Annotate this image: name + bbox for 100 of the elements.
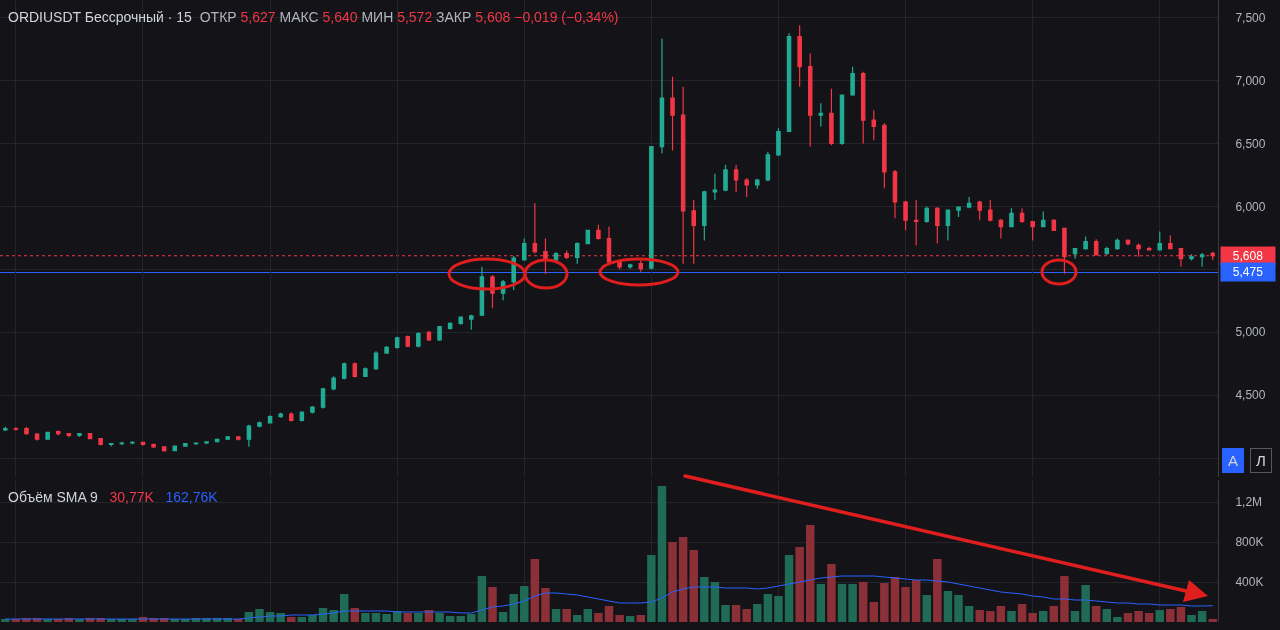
bar [806, 525, 815, 622]
bar [795, 547, 804, 622]
annotation: 162,76K [165, 488, 219, 505]
candlestick [574, 241, 580, 265]
bar [1017, 604, 1027, 622]
candlestick [1083, 236, 1088, 251]
candlestick [659, 37, 665, 155]
y-tick-label: 5,000 [1235, 325, 1266, 340]
candlestick [723, 164, 728, 192]
bar [382, 614, 391, 622]
candlestick [373, 350, 379, 371]
y-tick-label: 7,500 [1235, 10, 1266, 25]
candlestick [1189, 253, 1194, 262]
bar [943, 591, 953, 622]
candlestick [246, 424, 252, 448]
candlestick [267, 414, 273, 425]
bar [753, 604, 762, 622]
candlestick [1157, 230, 1163, 252]
annotation: 30,77K [109, 488, 155, 505]
bar [1155, 610, 1164, 622]
candlestick [829, 88, 834, 146]
bar [911, 580, 921, 622]
bar [308, 615, 317, 622]
candlestick [755, 178, 760, 190]
bar [890, 577, 900, 622]
bar [572, 615, 582, 622]
candlestick [596, 224, 601, 241]
bar [1197, 611, 1207, 622]
candlestick [638, 259, 644, 273]
candlestick [924, 205, 930, 224]
bar [816, 584, 826, 622]
bar [1176, 607, 1186, 622]
candlestick [776, 127, 781, 157]
line-series [4, 575, 1214, 620]
bar [1081, 585, 1090, 622]
candlestick [204, 440, 209, 445]
ref-line-label: 5,608 [1232, 249, 1264, 263]
candlestick [744, 177, 749, 198]
candlestick [1104, 246, 1110, 256]
candlestick [108, 442, 114, 447]
candlestick [225, 435, 230, 441]
y-tick-label: 6,500 [1235, 136, 1266, 151]
candlestick [998, 218, 1004, 240]
text: ОТКР 5,627 МАКС 5,640 МИН 5,572 ЗАКР 5,608 −0,019 (−0,34%) [199, 8, 619, 25]
bar [562, 609, 571, 622]
candlestick [797, 24, 802, 88]
candlestick [860, 71, 866, 145]
bar [403, 613, 412, 622]
bar [594, 613, 603, 622]
bar [1187, 615, 1196, 622]
candlestick [882, 122, 887, 189]
bar [520, 586, 529, 622]
bar [1091, 606, 1101, 622]
bar [901, 587, 910, 622]
bar [509, 594, 518, 622]
candlestick [807, 52, 813, 148]
candlestick [77, 432, 82, 438]
candlestick [394, 336, 400, 350]
candlestick [1199, 252, 1205, 268]
candlestick [712, 173, 718, 201]
bar [445, 616, 455, 622]
candlestick [172, 444, 178, 452]
candlestick [945, 208, 951, 241]
candlestick [892, 169, 898, 219]
candlestick [331, 375, 336, 391]
candlestick [288, 411, 294, 423]
candlestick [1125, 238, 1131, 247]
candlestick [416, 331, 421, 348]
candlestick [34, 432, 40, 442]
bar [604, 606, 614, 622]
candlestick [384, 345, 389, 355]
bar [1039, 611, 1048, 622]
candlestick [1072, 247, 1078, 260]
candlestick [24, 426, 29, 436]
bar [636, 615, 646, 622]
bar [297, 617, 307, 622]
candlestick [1040, 210, 1046, 228]
candlestick [437, 325, 442, 342]
bar [615, 615, 624, 622]
candlestick [1019, 207, 1025, 224]
bar [541, 588, 550, 622]
candlestick [935, 206, 940, 245]
bar [858, 582, 868, 622]
bar [477, 576, 487, 622]
candlestick [55, 429, 61, 437]
y-tick-label: 7,000 [1235, 73, 1266, 88]
candlestick [352, 361, 358, 379]
candlestick [956, 205, 961, 218]
bar [1028, 613, 1037, 622]
candlestick [257, 421, 262, 428]
text: A [1227, 452, 1239, 469]
bar [700, 577, 709, 622]
bar [954, 595, 963, 622]
text: Л [1256, 452, 1266, 469]
candlestick [458, 315, 463, 326]
candlestick [1030, 220, 1035, 241]
bar [689, 550, 698, 622]
candlestick [733, 164, 739, 193]
bar [869, 602, 879, 622]
candlestick [193, 441, 199, 446]
